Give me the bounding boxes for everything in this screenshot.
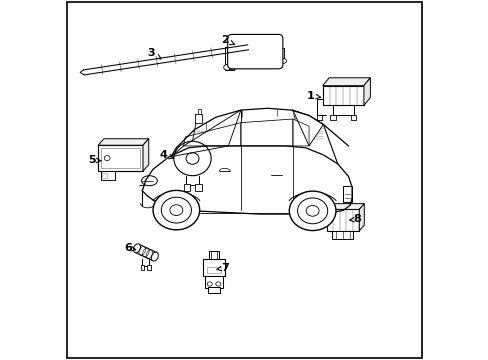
Bar	[244, 43, 253, 51]
Bar	[197, 109, 201, 114]
Bar	[195, 184, 202, 191]
Polygon shape	[142, 146, 351, 214]
Bar	[147, 265, 151, 270]
Polygon shape	[326, 204, 364, 210]
Polygon shape	[241, 119, 292, 146]
Polygon shape	[292, 119, 308, 146]
Ellipse shape	[230, 65, 235, 70]
Bar	[98, 145, 142, 171]
Text: 5: 5	[88, 155, 102, 165]
Ellipse shape	[142, 176, 157, 186]
Ellipse shape	[151, 252, 158, 261]
Bar	[207, 287, 220, 293]
Ellipse shape	[161, 197, 191, 223]
Text: 4: 4	[160, 150, 173, 160]
Bar	[206, 267, 221, 273]
Polygon shape	[183, 123, 241, 146]
Bar	[343, 186, 351, 202]
Polygon shape	[142, 139, 148, 171]
Bar	[322, 86, 363, 105]
Ellipse shape	[207, 282, 212, 286]
Ellipse shape	[297, 198, 327, 224]
Bar	[102, 173, 106, 178]
Ellipse shape	[169, 205, 183, 216]
Bar	[204, 276, 223, 288]
Text: 1: 1	[306, 91, 320, 101]
Ellipse shape	[215, 282, 221, 286]
Bar	[208, 251, 219, 258]
Polygon shape	[363, 78, 369, 105]
Bar	[326, 210, 359, 231]
Text: 2: 2	[221, 35, 234, 45]
Ellipse shape	[153, 190, 199, 230]
Bar	[332, 231, 352, 239]
Bar	[329, 115, 335, 121]
Bar	[101, 148, 140, 168]
Ellipse shape	[305, 206, 319, 216]
Text: 7: 7	[217, 263, 228, 273]
Polygon shape	[359, 204, 364, 231]
Polygon shape	[171, 110, 241, 157]
Ellipse shape	[223, 64, 230, 70]
Bar	[195, 114, 202, 123]
Bar	[317, 115, 321, 120]
Bar	[101, 171, 115, 180]
Bar	[141, 265, 144, 270]
Polygon shape	[322, 78, 369, 86]
Ellipse shape	[133, 244, 140, 253]
Ellipse shape	[289, 191, 335, 230]
Polygon shape	[292, 110, 323, 146]
Text: 6: 6	[124, 243, 136, 253]
Bar	[203, 258, 224, 276]
Ellipse shape	[280, 58, 286, 63]
Bar	[350, 115, 356, 121]
Ellipse shape	[174, 141, 211, 176]
Bar	[183, 184, 190, 191]
Text: 3: 3	[147, 48, 161, 59]
Ellipse shape	[185, 153, 199, 164]
Polygon shape	[135, 244, 156, 261]
Text: 8: 8	[349, 215, 361, 224]
FancyBboxPatch shape	[227, 35, 282, 69]
Polygon shape	[98, 139, 148, 145]
